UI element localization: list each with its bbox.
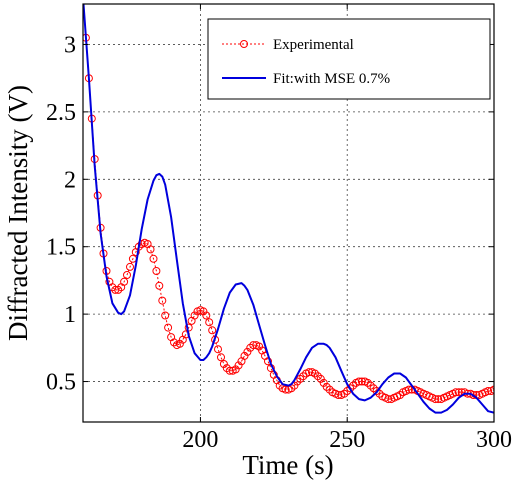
- data-point-experimental: [451, 388, 460, 397]
- legend-label-fit: Fit:with MSE 0.7%: [273, 71, 390, 87]
- data-point-experimental: [434, 395, 443, 404]
- data-point-experimental: [322, 382, 331, 391]
- data-point-experimental: [208, 326, 217, 335]
- data-point-experimental: [152, 267, 161, 275]
- data-point-experimental: [484, 387, 493, 395]
- data-point-experimental: [225, 366, 234, 375]
- data-point-experimental: [355, 377, 363, 386]
- data-point-experimental: [155, 281, 164, 290]
- data-point-experimental: [161, 311, 170, 320]
- data-point-experimental: [316, 374, 325, 383]
- x-tick-label: 200: [182, 427, 218, 453]
- data-point-experimental: [404, 385, 413, 394]
- data-point-experimental: [299, 372, 308, 381]
- x-axis-title: Time (s): [242, 450, 333, 480]
- data-point-experimental: [357, 377, 366, 386]
- data-point-experimental: [205, 318, 214, 327]
- data-point-experimental: [346, 384, 355, 393]
- data-point-experimental: [275, 381, 284, 390]
- data-point-experimental: [123, 271, 131, 279]
- y-tick-label: 1: [64, 302, 76, 328]
- data-point-experimental: [281, 385, 290, 394]
- data-point-experimental: [334, 391, 343, 399]
- y-tick-label: 1.5: [46, 235, 76, 261]
- data-point-experimental: [243, 347, 252, 356]
- data-point-experimental: [469, 391, 478, 399]
- data-point-experimental: [240, 351, 249, 360]
- data-point-experimental: [231, 365, 240, 374]
- data-point-experimental: [396, 391, 405, 399]
- data-point-experimental: [170, 338, 178, 347]
- data-point-experimental: [325, 385, 334, 394]
- data-point-experimental: [202, 311, 211, 320]
- y-tick-label: 2: [64, 167, 76, 193]
- data-point-experimental: [290, 381, 299, 390]
- data-point-experimental: [234, 361, 243, 370]
- data-point-experimental: [175, 339, 184, 348]
- data-point-experimental: [366, 381, 375, 390]
- data-point-experimental: [219, 360, 228, 368]
- plot-series: [83, 4, 494, 414]
- data-point-experimental: [431, 395, 440, 404]
- data-point-experimental: [363, 378, 372, 387]
- data-point-experimental: [217, 353, 225, 362]
- data-point-experimental: [340, 389, 349, 398]
- data-point-experimental: [158, 296, 167, 305]
- y-tick-label: 3: [64, 32, 76, 58]
- data-point-experimental: [384, 395, 393, 404]
- y-axis-title: Diffracted Intensity (V): [3, 85, 33, 341]
- data-point-experimental: [120, 277, 129, 286]
- data-point-experimental: [199, 307, 208, 316]
- legend: Experimental Fit:with MSE 0.7%: [207, 18, 491, 100]
- data-point-experimental: [313, 372, 322, 381]
- data-point-experimental: [372, 387, 381, 395]
- data-point-experimental: [146, 245, 155, 254]
- data-point-experimental: [149, 254, 158, 263]
- y-tick-label: 0.5: [46, 370, 76, 396]
- data-point-experimental: [190, 311, 199, 320]
- legend-marker-experimental: [240, 40, 248, 48]
- legend-box: [207, 18, 491, 100]
- data-point-experimental: [164, 323, 173, 332]
- data-point-experimental: [305, 368, 314, 377]
- y-tick-label: 2.5: [46, 100, 76, 126]
- series-fit-line: [83, 4, 494, 414]
- data-point-experimental: [454, 388, 463, 397]
- data-point-experimental: [349, 381, 358, 390]
- axis-ticks: 200 250 300 0.5 1 1.5 2 2.5 3: [46, 4, 512, 453]
- data-point-experimental: [490, 385, 494, 394]
- plot-frame: [82, 3, 495, 423]
- data-point-experimental: [126, 262, 134, 271]
- data-point-experimental: [214, 345, 222, 354]
- x-tick-label: 300: [476, 427, 512, 453]
- x-tick-label: 250: [329, 427, 365, 453]
- data-point-experimental: [249, 341, 258, 350]
- legend-label-experimental: Experimental: [273, 37, 354, 53]
